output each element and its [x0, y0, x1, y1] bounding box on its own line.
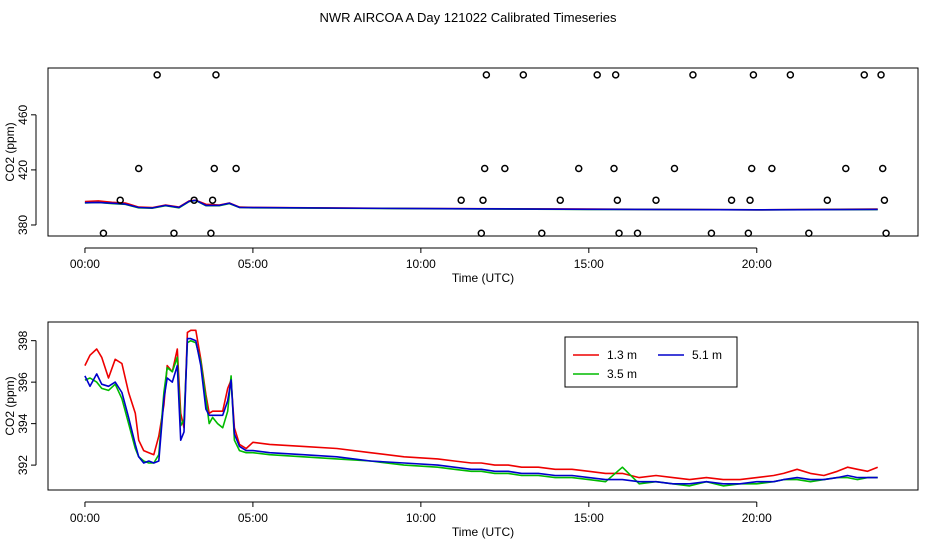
reference-point	[823, 196, 832, 204]
x-tick-label: 15:00	[574, 511, 604, 525]
reference-point	[232, 164, 240, 173]
legend-label: 3.5 m	[607, 367, 637, 381]
reference-point	[210, 164, 219, 173]
reference-point	[501, 164, 509, 173]
y-tick-label: 396	[16, 372, 30, 392]
x-tick-label: 20:00	[742, 511, 772, 525]
y-tick-label: 380	[16, 215, 30, 235]
reference-point	[479, 196, 487, 204]
y-tick-label: 460	[16, 104, 30, 124]
reference-point	[615, 229, 623, 237]
y-tick-label: 398	[16, 330, 30, 350]
y-tick-label: 420	[16, 160, 30, 180]
x-tick-label: 10:00	[406, 257, 436, 271]
legend: 1.3 m 3.5 m 5.1 m	[564, 336, 738, 388]
reference-point	[477, 229, 486, 237]
series-line-1-3-m	[84, 329, 879, 481]
reference-point	[805, 229, 813, 237]
bottom-panel: 00:00 05:00 10:00 15:00 20:00 Time (UTC) 392 39…	[3, 321, 919, 539]
reference-point	[611, 71, 620, 79]
reference-point	[689, 71, 697, 79]
x-axis-label: Time (UTC)	[452, 271, 514, 285]
reference-point	[556, 196, 565, 204]
reference-point	[134, 164, 143, 173]
reference-point	[190, 196, 198, 204]
reference-point	[633, 229, 642, 237]
reference-point	[153, 71, 161, 79]
reference-point	[882, 229, 890, 237]
plot-frame	[47, 67, 919, 237]
reference-point	[457, 196, 465, 204]
legend-box	[564, 336, 738, 388]
reference-point	[593, 71, 601, 79]
y-axis-label: CO2 (ppm)	[3, 122, 17, 181]
x-tick-label: 10:00	[406, 511, 436, 525]
reference-point	[207, 229, 215, 237]
top-panel: 00:00 05:00 10:00 15:00 20:00 Time (UTC) 380 42…	[3, 67, 919, 285]
reference-point	[746, 196, 754, 204]
x-tick-label: 15:00	[574, 257, 604, 271]
reference-point	[538, 229, 546, 237]
reference-point	[670, 164, 679, 173]
reference-point	[480, 164, 489, 173]
reference-point	[860, 71, 869, 79]
reference-point	[768, 164, 776, 173]
reference-point	[727, 196, 736, 204]
reference-point	[744, 229, 753, 237]
reference-point	[482, 71, 491, 79]
reference-point	[786, 71, 795, 79]
legend-label: 1.3 m	[607, 348, 637, 362]
figure-title: NWR AIRCOA A Day 121022 Calibrated Times…	[320, 10, 617, 25]
reference-point	[519, 71, 528, 79]
reference-point	[212, 71, 220, 79]
series-line-5-1-m	[84, 337, 878, 485]
x-tick-label: 05:00	[238, 511, 268, 525]
reference-point	[170, 229, 178, 237]
y-tick-label: 394	[16, 413, 30, 433]
reference-point	[877, 71, 885, 79]
reference-point	[574, 164, 583, 173]
x-axis-label: Time (UTC)	[452, 525, 514, 539]
reference-point	[878, 164, 887, 173]
reference-point	[613, 196, 622, 204]
plot-frame	[47, 321, 919, 491]
x-tick-label: 00:00	[70, 511, 100, 525]
y-tick-label: 392	[16, 455, 30, 475]
reference-point	[116, 196, 124, 204]
y-axis-label: CO2 (ppm)	[3, 376, 17, 435]
reference-point	[652, 196, 660, 204]
series-line-5-1-m	[84, 199, 878, 211]
legend-label: 5.1 m	[692, 348, 722, 362]
x-tick-label: 00:00	[70, 257, 100, 271]
reference-point	[747, 164, 756, 173]
x-tick-label: 05:00	[238, 257, 268, 271]
reference-point	[208, 196, 217, 204]
reference-point	[610, 164, 618, 173]
reference-point	[99, 229, 108, 237]
reference-point	[749, 71, 758, 79]
reference-point	[880, 196, 889, 204]
reference-point	[707, 229, 716, 237]
x-tick-label: 20:00	[742, 257, 772, 271]
series-line-3-5-m	[84, 339, 878, 487]
reference-point	[842, 164, 850, 173]
